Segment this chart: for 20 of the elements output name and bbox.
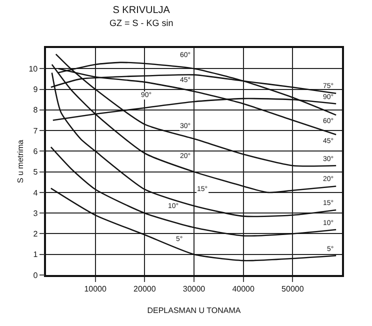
y-axis-title: S u metrima	[16, 139, 25, 184]
x-tick-label: 30000	[182, 284, 206, 294]
chart-subtitle: GZ = S - KG sin	[109, 18, 174, 28]
y-tick-label: 5	[33, 168, 38, 177]
y-tick-label: 10	[28, 64, 38, 74]
y-tick-label: 8	[33, 106, 38, 115]
x-tick-label: 50000	[282, 284, 304, 294]
x-axis-title: DEPLASMAN U TONAMA	[147, 306, 242, 315]
y-tick-label: 4	[33, 188, 38, 198]
x-tick-label: 20000	[134, 284, 156, 294]
y-tick-label: 1	[33, 250, 38, 260]
chart-title: S KRIVULJA	[112, 5, 170, 16]
x-tick-label: 40000	[232, 284, 255, 294]
y-tick-label: 0	[33, 270, 38, 280]
y-tick-label: 3	[33, 208, 38, 218]
y-tick-label: 6	[33, 146, 38, 156]
y-tick-label: 2	[33, 230, 38, 239]
y-tick-label: 9	[33, 85, 38, 94]
x-tick-label: 10000	[84, 284, 107, 294]
y-tick-label: 7	[33, 126, 38, 136]
